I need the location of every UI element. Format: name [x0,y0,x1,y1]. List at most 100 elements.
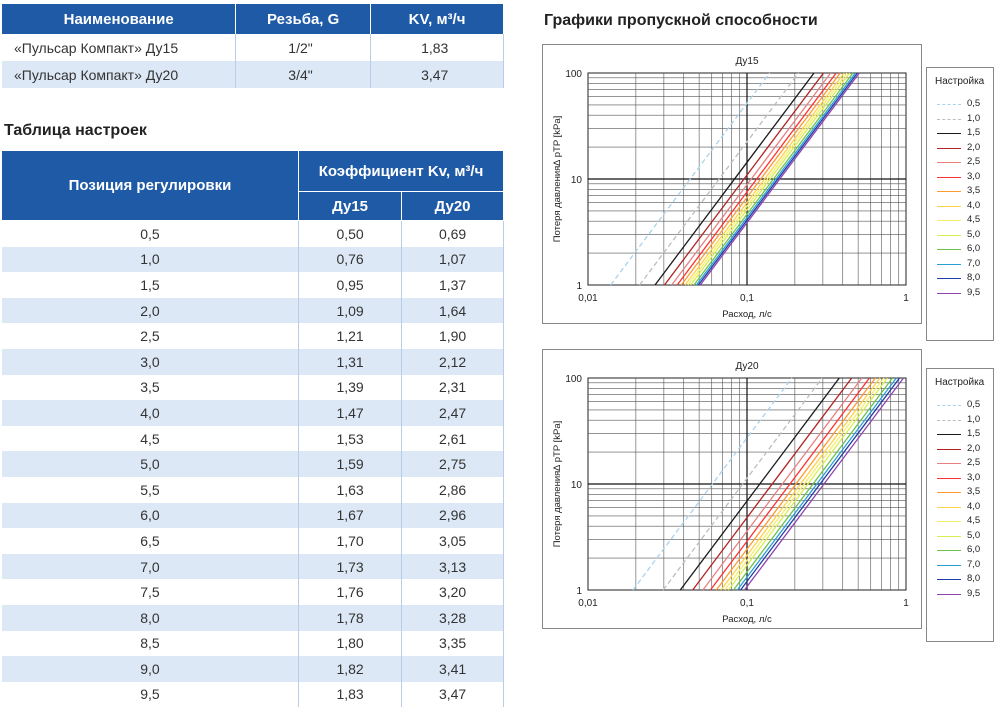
legend-swatch [937,564,961,566]
series-line [610,72,771,286]
setting-cell-position: 5,0 [2,451,299,477]
setting-cell-du20: 2,96 [401,502,504,529]
series-line [639,72,800,286]
legend-swatch [937,506,961,508]
series-line [736,377,897,591]
legend-label: 4,5 [967,515,981,526]
legend-label: 2,0 [967,442,981,454]
table-row: 8,5 1,80 3,35 [2,630,504,657]
setting-cell-position: 8,5 [2,630,299,657]
legend-label: 4,0 [967,500,981,512]
legend-swatch [937,579,961,580]
legend-item: 1,0 [937,414,989,427]
setting-cell-du20: 3,28 [401,604,504,631]
legend-item: 4,5 [937,515,989,528]
legend-title: Настройка [935,377,985,388]
table-row: 3,0 1,31 2,12 [2,348,504,375]
setting-cell-du15: 1,39 [298,374,403,401]
model-kv: 3,47 [370,61,504,88]
setting-cell-du15: 1,09 [298,297,403,324]
legend-item: 9,5 [937,287,989,300]
legend-swatch [937,278,961,279]
table-row: 8,0 1,78 3,28 [2,604,504,631]
setting-cell-du20: 3,35 [401,630,504,657]
series-line [697,72,858,286]
legend-item: 7,0 [937,258,989,271]
models-header-kv: KV, м³/ч [370,4,504,34]
legend-swatch [937,463,961,464]
table-row: 5,0 1,59 2,75 [2,451,504,477]
legend-item: 9,5 [937,588,989,601]
legend-label: 1,5 [967,428,981,439]
legend-label: 3,5 [967,486,981,497]
legend-swatch [937,419,961,421]
series-line [693,72,854,286]
setting-cell-du20: 2,75 [401,451,504,477]
chart-du15-plot: 0,01 0,1 1 1 10 100 Ду15 Расход, л/с Потеря давл… [552,56,909,320]
legend-label: 1,0 [967,112,981,124]
table-row: 5,5 1,63 2,86 [2,476,504,503]
series-line [724,377,885,591]
legend-label: 4,5 [967,214,981,225]
y-axis-label: Потеря давления∆ pTP [kPa] [552,116,563,243]
x-tick-label: 0,1 [740,293,754,304]
setting-cell-du20: 2,12 [401,348,504,375]
legend-swatch [937,234,961,236]
legend-item: 2,5 [937,156,989,169]
settings-table: Позиция регулировки Коэффициент Kv, м³/ч… [2,151,505,708]
legend-label: 6,0 [967,544,981,555]
series-line [663,72,825,286]
series-line [692,377,853,591]
legend-item: 3,0 [937,472,989,485]
setting-cell-position: 1,0 [2,246,299,273]
y-tick-label: 1 [576,281,582,292]
legend-label: 0,5 [967,399,981,410]
legend-item: 4,5 [937,214,989,227]
table-row: 1,0 0,76 1,07 [2,246,504,273]
legend-swatch [937,176,961,178]
charts-title: Графики пропускной способности [544,12,818,29]
legend-item: 8,0 [937,272,989,285]
series-line [740,377,901,591]
grid [588,73,906,285]
setting-cell-position: 3,5 [2,374,299,401]
legend-label: 7,0 [967,257,981,269]
setting-cell-du20: 1,37 [401,272,504,298]
legend-title: Настройка [935,76,985,87]
setting-cell-du20: 2,31 [401,374,504,401]
legend-item: 0,5 [937,98,989,111]
table-row: 7,0 1,73 3,13 [2,553,504,580]
chart-du20-legend: Настройка 0,5 1,0 1,5 2,0 2,5 3,0 3,5 4,0 4,5 5,0 6… [926,368,994,642]
chart-title: Ду15 [735,56,759,67]
table-row: 6,0 1,67 2,96 [2,502,504,529]
setting-cell-du20: 1,07 [401,246,504,273]
model-thread: 1/2" [235,34,372,61]
legend-label: 2,0 [967,141,981,153]
chart-du15: 0,01 0,1 1 1 10 100 Ду15 Расход, л/с Потеря давл… [542,44,994,341]
setting-cell-position: 8,0 [2,604,299,631]
legend-label: 8,0 [967,573,981,584]
setting-cell-du20: 3,47 [401,681,504,708]
legend-label: 2,5 [967,457,981,468]
series-line [632,377,793,591]
setting-cell-du20: 1,90 [401,323,504,349]
setting-cell-du15: 1,21 [298,323,403,349]
setting-cell-du15: 0,76 [298,246,403,273]
legend-item: 3,5 [937,185,989,198]
setting-cell-du15: 1,82 [298,656,403,682]
series-line [684,72,845,286]
setting-cell-position: 5,5 [2,476,299,503]
table-row: 2,5 1,21 1,90 [2,323,504,349]
legend-label: 3,0 [967,471,981,483]
table-row: 1,5 0,95 1,37 [2,272,504,298]
table-row: «Пульсар Компакт» Ду15 1/2" 1,83 [2,34,504,61]
setting-cell-du20: 3,05 [401,528,504,554]
x-axis-label: Расход, л/с [722,309,772,320]
table-row: 3,5 1,39 2,31 [2,374,504,401]
legend-swatch [937,405,961,406]
series-line [732,377,894,591]
y-tick-label: 10 [571,175,583,186]
legend-label: 7,0 [967,558,981,570]
settings-header-du20: Ду20 [401,191,504,221]
setting-cell-du15: 1,53 [298,425,403,452]
